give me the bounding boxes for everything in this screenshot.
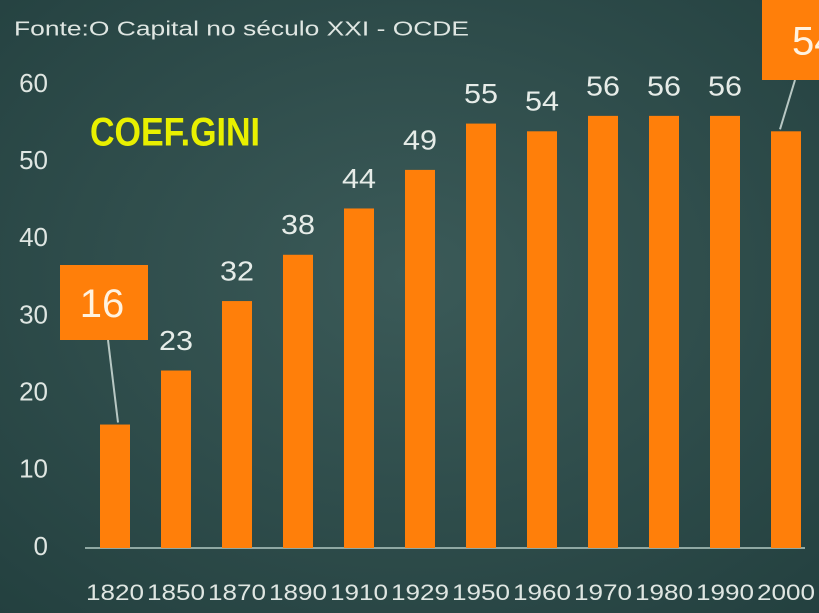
bar xyxy=(527,131,557,549)
bar xyxy=(466,123,496,548)
value-label: 44 xyxy=(342,163,376,194)
value-label: 38 xyxy=(281,209,315,240)
bar xyxy=(405,169,435,548)
y-tick-label: 50 xyxy=(19,145,48,175)
value-label: 56 xyxy=(586,70,620,101)
label-box xyxy=(60,265,148,340)
bar xyxy=(344,208,374,548)
x-tick-label: 1929 xyxy=(391,580,449,605)
value-label: 32 xyxy=(220,255,254,286)
value-label: 23 xyxy=(159,325,193,356)
x-tick-label: 1910 xyxy=(330,580,388,605)
bar xyxy=(100,424,130,548)
value-label: 49 xyxy=(403,124,437,155)
value-label: 56 xyxy=(708,70,742,101)
y-tick-label: 0 xyxy=(34,531,48,561)
y-tick-label: 30 xyxy=(19,299,48,329)
bar xyxy=(771,131,801,549)
x-tick-label: 1820 xyxy=(86,580,144,605)
x-tick-label: 1970 xyxy=(574,580,632,605)
bar xyxy=(710,115,740,548)
x-tick-label: 1950 xyxy=(452,580,510,605)
value-label: 56 xyxy=(647,70,681,101)
bar xyxy=(222,301,252,548)
x-tick-label: 1850 xyxy=(147,580,205,605)
x-tick-label: 2000 xyxy=(757,580,815,605)
x-tick-label: 1980 xyxy=(635,580,693,605)
y-tick-label: 20 xyxy=(19,377,48,407)
leader-line xyxy=(779,79,796,130)
value-label: 54 xyxy=(525,86,559,117)
y-tick-label: 40 xyxy=(19,222,48,252)
chart-title: COEF.GINI xyxy=(90,111,260,155)
y-tick-label: 10 xyxy=(19,454,48,484)
y-tick-label: 60 xyxy=(19,68,48,98)
bar xyxy=(588,115,618,548)
bar xyxy=(161,370,191,548)
x-tick-label: 1890 xyxy=(269,580,327,605)
bar xyxy=(283,254,313,548)
leader-line xyxy=(107,339,119,423)
value-label: 16 xyxy=(80,282,125,326)
source-note: Fonte:O Capital no século XXI - OCDE xyxy=(14,18,469,40)
label-box xyxy=(762,0,819,80)
bar xyxy=(649,115,679,548)
x-tick-label: 1960 xyxy=(513,580,571,605)
value-label: 55 xyxy=(464,78,498,109)
x-tick-label: 1990 xyxy=(696,580,754,605)
value-label: 54 xyxy=(792,20,819,64)
x-tick-label: 1870 xyxy=(208,580,266,605)
